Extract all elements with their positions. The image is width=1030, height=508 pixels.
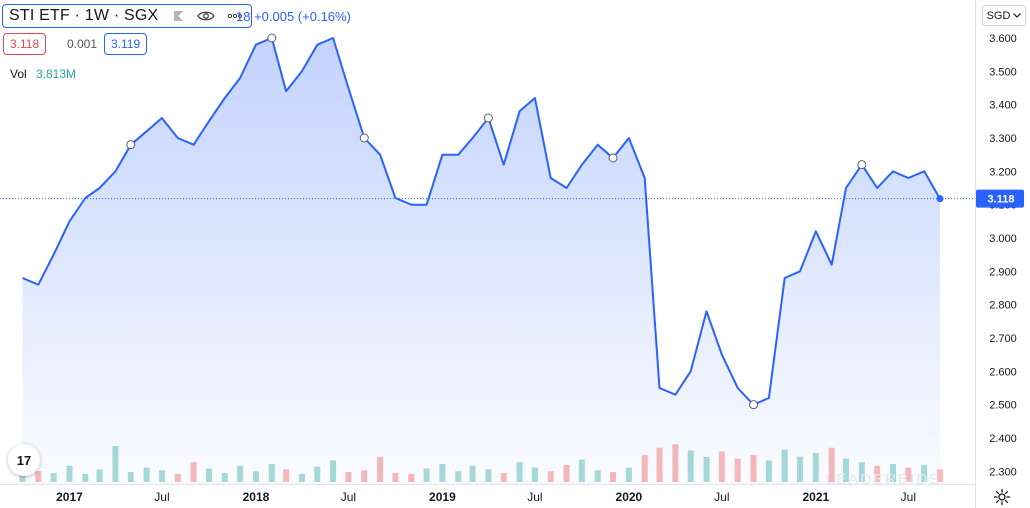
time-tick-label: Jul bbox=[527, 490, 542, 504]
price-tick-label: 2.800 bbox=[989, 300, 1017, 312]
price-tick-label: 3.200 bbox=[989, 166, 1017, 178]
time-tick-label: Jul bbox=[714, 490, 729, 504]
volume-bar bbox=[19, 474, 26, 482]
dividend-marker[interactable] bbox=[267, 33, 277, 43]
price-line[interactable] bbox=[22, 37, 941, 406]
sell-price-button[interactable]: 3.118 bbox=[3, 33, 47, 55]
dividend-marker[interactable] bbox=[608, 153, 618, 163]
currency-selector[interactable]: SGD bbox=[982, 5, 1026, 26]
time-tick-label: 2018 bbox=[243, 490, 270, 504]
symbol-title[interactable]: STI ETF · 1W · SGX bbox=[9, 7, 159, 24]
logo-text: 17 bbox=[16, 452, 32, 468]
time-tick-label: 2021 bbox=[803, 490, 830, 504]
time-tick-label: 2020 bbox=[616, 490, 643, 504]
price-area-fill bbox=[22, 38, 940, 484]
price-tick-label: 3.300 bbox=[989, 133, 1017, 145]
eye-icon[interactable] bbox=[197, 10, 216, 22]
tradingview-logo[interactable]: 17 bbox=[8, 444, 40, 476]
time-tick-label: Jul bbox=[341, 490, 356, 504]
buy-price-button[interactable]: 3.119 bbox=[104, 33, 148, 55]
time-tick-label: 2017 bbox=[56, 490, 83, 504]
last-price-tag: 3.118 bbox=[976, 189, 1024, 208]
currency-label: SGD bbox=[986, 9, 1011, 22]
dividend-marker[interactable] bbox=[857, 160, 867, 170]
price-tick-label: 2.400 bbox=[989, 433, 1017, 445]
volume-label: Vol bbox=[10, 67, 27, 81]
dividend-marker[interactable] bbox=[749, 400, 759, 410]
event-markers bbox=[126, 33, 867, 410]
dividend-marker[interactable] bbox=[126, 140, 136, 150]
watermark: LEADERBIDS bbox=[826, 471, 942, 488]
price-tick-label: 3.000 bbox=[989, 233, 1017, 245]
chevron-down-icon bbox=[1013, 13, 1022, 18]
price-tick-label: 2.500 bbox=[989, 400, 1017, 412]
time-tick-label: Jul bbox=[154, 490, 169, 504]
time-axis[interactable]: 2017 Jul 2018 Jul 2019 Jul 2020 Jul 2021 Jul bbox=[56, 490, 916, 504]
more-icon[interactable] bbox=[227, 13, 243, 19]
symbol-header[interactable]: STI ETF · 1W · SGX bbox=[2, 4, 253, 28]
spread-value: 0.001 bbox=[67, 37, 98, 51]
time-tick-label: 2019 bbox=[429, 490, 456, 504]
price-tick-label: 2.300 bbox=[989, 466, 1017, 478]
price-tick-label: 2.600 bbox=[989, 366, 1017, 378]
price-tick-label: 2.900 bbox=[989, 266, 1017, 278]
price-tick-label: 2.700 bbox=[989, 333, 1017, 345]
dividend-marker[interactable] bbox=[483, 113, 493, 123]
volume-value: 3.813M bbox=[36, 67, 77, 81]
time-tick-label: Jul bbox=[901, 490, 916, 504]
last-price-label: 3.118 bbox=[988, 194, 1015, 206]
price-axis[interactable]: 3.6003.5003.4003.3003.2003.1003.0002.900… bbox=[989, 33, 1017, 478]
price-tick-label: 3.400 bbox=[989, 100, 1017, 112]
flag-icon[interactable] bbox=[172, 10, 185, 23]
price-tick-label: 3.500 bbox=[989, 66, 1017, 78]
gear-icon[interactable] bbox=[993, 488, 1011, 506]
price-area-series bbox=[22, 37, 944, 484]
price-tick-label: 3.600 bbox=[989, 33, 1017, 45]
dividend-marker[interactable] bbox=[359, 133, 369, 143]
last-price-dot bbox=[936, 195, 944, 203]
price-change: 18 +0.005 (+0.16%) bbox=[236, 9, 351, 24]
